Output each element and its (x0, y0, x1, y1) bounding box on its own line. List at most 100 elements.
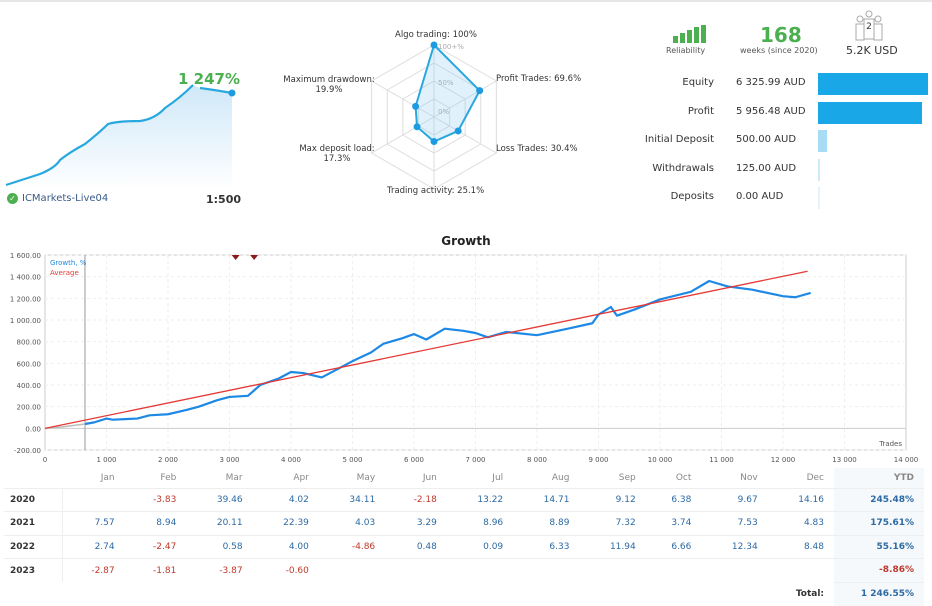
month-cell: 39.46 (186, 487, 253, 512)
month-cell: 8.89 (513, 511, 580, 535)
total-gain: 1 247% (178, 70, 240, 88)
balance-value: 125.00 AUD (736, 162, 797, 174)
month-cell: -4.86 (318, 534, 386, 559)
server-name[interactable]: ICMarkets-Live04 (22, 193, 109, 204)
radar-point (430, 41, 438, 49)
balance-bar (818, 187, 820, 209)
month-cell (701, 558, 768, 582)
x-tick-label: 7 000 (465, 456, 485, 464)
top-border (0, 0, 932, 2)
radar-axis (371, 116, 435, 154)
month-cell: 6.66 (645, 534, 702, 559)
month-cell (385, 558, 447, 582)
y-tick-label: 1 200.00 (10, 295, 41, 303)
month-header: Oct (675, 472, 692, 483)
broker-server[interactable]: ✓ ICMarkets-Live04 (7, 193, 108, 204)
month-header: Dec (806, 472, 824, 483)
ytd-cell: 55.16% (834, 534, 924, 559)
x-tick-label: 12 000 (771, 456, 796, 464)
month-cell: -1.81 (124, 558, 187, 582)
month-cell: -0.60 (252, 558, 319, 582)
month-cell: -2.47 (124, 534, 187, 559)
radar-ring-label: 0% (438, 108, 449, 116)
x-tick-label: 2 000 (158, 456, 178, 464)
ytd-cell: 175.61% (834, 511, 924, 535)
y-tick-label: -200.00 (14, 447, 41, 455)
month-cell (513, 558, 580, 582)
month-cell: 14.71 (513, 487, 580, 512)
x-tick-label: 6 000 (404, 456, 424, 464)
y-tick-label: 600.00 (17, 360, 42, 368)
month-cell: 7.32 (579, 511, 646, 535)
table-row: 2020 -3.83 39.46 4.02 34.11 -2.18 13.22 14.71 9.… (4, 487, 924, 512)
mini-growth-endpoint (228, 89, 236, 97)
verified-shield-icon: ✓ (7, 193, 18, 204)
month-cell: 34.11 (318, 487, 386, 512)
month-cell: 6.38 (645, 487, 702, 512)
balance-bar (818, 73, 928, 95)
month-cell: 3.29 (385, 511, 447, 535)
radar-chart: 100+% 50% 0% (371, 41, 497, 190)
month-header: Nov (740, 472, 758, 483)
month-cell: 8.96 (446, 511, 514, 535)
radar-ring-label: 50% (438, 79, 454, 87)
year-cell: 2020 (4, 487, 63, 512)
x-tick-label: 3 000 (219, 456, 239, 464)
month-cell: 11.94 (579, 534, 646, 559)
month-cell: 7.57 (62, 511, 125, 535)
radar-point (454, 127, 462, 135)
month-cell: 3.74 (645, 511, 702, 535)
balance-row: Withdrawals 125.00 AUD (640, 158, 932, 181)
month-cell: -2.18 (385, 487, 447, 512)
reliability-bars-icon (673, 25, 706, 43)
month-cell: 8.48 (767, 534, 834, 559)
month-cell: 22.39 (252, 511, 319, 535)
radar-label-algo: Algo trading: 100% (395, 30, 477, 40)
x-tick-label: 4 000 (281, 456, 301, 464)
balance-value: 500.00 AUD (736, 134, 797, 145)
radar-point (412, 102, 420, 110)
balance-label: Initial Deposit (644, 134, 714, 145)
radar-label-loss-trades: Loss Trades: 30.4% (496, 144, 578, 154)
y-tick-label: 1 600.00 (10, 252, 41, 260)
month-cell (62, 487, 125, 512)
y-tick-label: 1 400.00 (10, 274, 41, 282)
month-header: Feb (160, 472, 177, 483)
ytd-cell: -8.86% (834, 558, 924, 582)
month-cell: 0.58 (186, 534, 253, 559)
balance-row: Equity 6 325.99 AUD (640, 73, 932, 95)
month-header: Jul (492, 472, 504, 483)
radar-label-drawdown: Maximum drawdown: 19.9% (283, 75, 375, 95)
growth-line (84, 279, 811, 426)
y-tick-label: 800.00 (17, 339, 42, 347)
month-header: Sep (618, 472, 636, 483)
month-cell: 0.09 (446, 534, 514, 559)
balance-bar (818, 130, 827, 152)
month-cell: 4.83 (767, 511, 834, 535)
balance-value: 5 956.48 AUD (736, 105, 806, 117)
legend-item: Growth, % (50, 259, 87, 267)
month-cell: 12.34 (701, 534, 768, 559)
total-row: Total: 1 246.55% (4, 581, 924, 606)
radar-point (476, 87, 484, 95)
y-tick-label: 400.00 (17, 382, 42, 390)
pre-period-line (44, 423, 86, 430)
month-cell: 6.33 (513, 534, 580, 559)
radar-ring-label: 100+% (438, 43, 464, 51)
month-header: Jan (100, 472, 115, 483)
month-header: YTD (834, 468, 924, 488)
weeks-label: weeks (since 2020) (740, 46, 818, 55)
month-cell: 2.74 (62, 534, 125, 559)
radar-label-deposit-load: Max deposit load: 17.3% (299, 144, 375, 164)
growth-chart: 1 600.00 1 400.00 1 200.00 1 000.00 800.00 60… (10, 252, 918, 464)
radar-point (430, 138, 438, 146)
month-cell (767, 558, 834, 582)
radar-value-shape (414, 43, 481, 143)
mini-growth-area (6, 85, 232, 190)
legend-item: Average (50, 269, 79, 277)
x-tick-label: 11 000 (709, 456, 734, 464)
month-cell: 4.00 (252, 534, 319, 559)
year-cell: 2021 (4, 511, 63, 535)
month-header: Apr (293, 472, 309, 483)
radar-point (413, 123, 421, 131)
